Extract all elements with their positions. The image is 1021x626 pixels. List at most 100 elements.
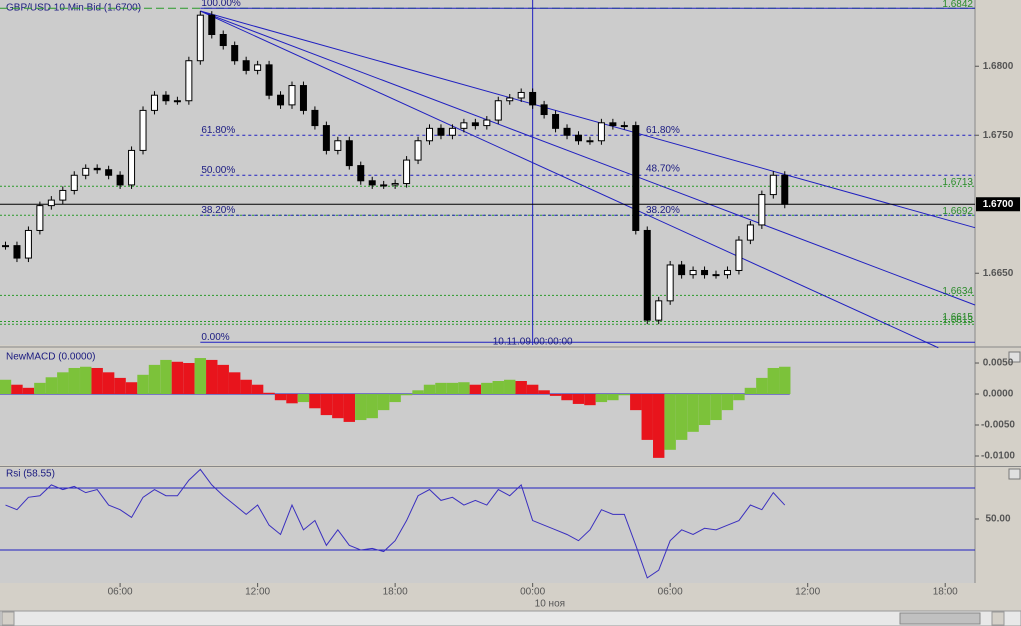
candle — [723, 269, 731, 276]
histogram-bar — [57, 372, 69, 395]
histogram-bar — [389, 394, 401, 403]
candle — [471, 122, 479, 127]
candle — [162, 94, 170, 102]
histogram-bar — [332, 394, 344, 419]
x-tick-label: 12:00 — [245, 587, 270, 598]
histogram-bar — [80, 366, 92, 395]
candle — [712, 274, 720, 277]
y-tick-label: 0.0000 — [983, 389, 1014, 400]
histogram-bar — [183, 363, 195, 395]
close-button[interactable] — [1008, 351, 1021, 363]
fib-label: 50.00% — [201, 165, 235, 176]
histogram-bar — [11, 384, 23, 395]
histogram-bar — [549, 394, 562, 396]
candle — [299, 85, 307, 111]
y-tick-label: 1.6750 — [983, 130, 1014, 141]
fib-label: 0.00% — [201, 332, 229, 343]
candle — [563, 127, 571, 136]
candle — [24, 229, 32, 259]
candle — [506, 97, 514, 102]
vertical-line-label: 10.11.09 00:00:00 — [493, 337, 573, 348]
histogram-bar — [687, 394, 699, 432]
candle — [277, 94, 285, 106]
level-label: 1.6842 — [942, 0, 973, 10]
x-tick-label: 18:00 — [933, 587, 958, 598]
candle — [322, 125, 330, 151]
scroll-thumb[interactable] — [899, 612, 981, 625]
histogram-bar — [34, 382, 46, 395]
candle — [380, 184, 388, 187]
histogram-bar — [469, 384, 482, 395]
rsi-line — [5, 468, 786, 579]
scroll-left[interactable] — [1, 611, 15, 626]
histogram-bar — [710, 394, 722, 421]
histogram-bar — [171, 361, 184, 395]
histogram-bar — [423, 384, 436, 395]
histogram-bar — [206, 359, 218, 395]
histogram-bar — [756, 377, 768, 395]
candle — [666, 264, 674, 302]
panel-title: Rsi (58.55) — [6, 469, 55, 480]
histogram-bar — [641, 394, 653, 440]
candle — [643, 229, 651, 321]
histogram-bar — [618, 394, 631, 396]
scrollbar[interactable] — [0, 610, 1021, 626]
histogram-bar — [595, 394, 608, 403]
candle — [139, 109, 147, 151]
histogram-bar — [653, 394, 665, 458]
candle — [82, 167, 90, 176]
candle — [735, 239, 743, 271]
candle — [2, 245, 10, 248]
histogram-bar — [355, 394, 367, 421]
candle — [460, 122, 468, 129]
histogram-bar — [630, 394, 642, 411]
candle — [334, 140, 342, 151]
candle — [426, 127, 434, 142]
candle — [288, 85, 296, 106]
y-tick-label: 0.0050 — [983, 358, 1014, 369]
x-tick-label: 06:00 — [658, 587, 683, 598]
candle — [586, 140, 594, 143]
histogram-bar — [68, 367, 80, 395]
x-tick-label: 12:00 — [795, 587, 820, 598]
histogram-bar — [102, 372, 115, 395]
histogram-bar — [228, 372, 241, 395]
histogram-bar — [91, 367, 103, 395]
macd-panel — [0, 350, 975, 465]
scroll-right[interactable] — [991, 611, 1005, 626]
histogram-bar — [320, 394, 333, 416]
x-tick-label: 00:00 — [520, 587, 545, 598]
candle — [93, 167, 101, 171]
histogram-bar — [217, 364, 229, 395]
histogram-bar — [526, 384, 539, 395]
fib-label: 100.00% — [201, 0, 241, 9]
histogram-bar — [664, 394, 676, 450]
candle — [150, 94, 158, 111]
histogram-bar — [675, 394, 688, 440]
histogram-bar — [137, 374, 149, 395]
candle — [655, 300, 663, 321]
candle — [311, 109, 319, 127]
panel-title: NewMACD (0.0000) — [6, 352, 95, 363]
level-label: 1.6615 — [942, 312, 973, 323]
candle — [689, 269, 697, 276]
histogram-bar — [148, 364, 161, 395]
histogram-bar — [160, 359, 172, 395]
level-label: 1.6692 — [942, 206, 973, 217]
histogram-bar — [400, 394, 413, 396]
candle — [47, 199, 55, 207]
close-button[interactable] — [1008, 468, 1021, 480]
histogram-bar — [572, 394, 585, 404]
histogram-bar — [125, 382, 138, 395]
candle — [185, 60, 193, 102]
candle — [769, 174, 777, 196]
candle — [128, 149, 136, 186]
candle — [414, 140, 422, 161]
last-price-box — [976, 197, 1020, 212]
fib-label: 61.80% — [646, 125, 680, 136]
candle — [13, 245, 21, 259]
histogram-bar — [721, 394, 734, 411]
candle — [620, 125, 628, 128]
candle — [242, 60, 250, 71]
